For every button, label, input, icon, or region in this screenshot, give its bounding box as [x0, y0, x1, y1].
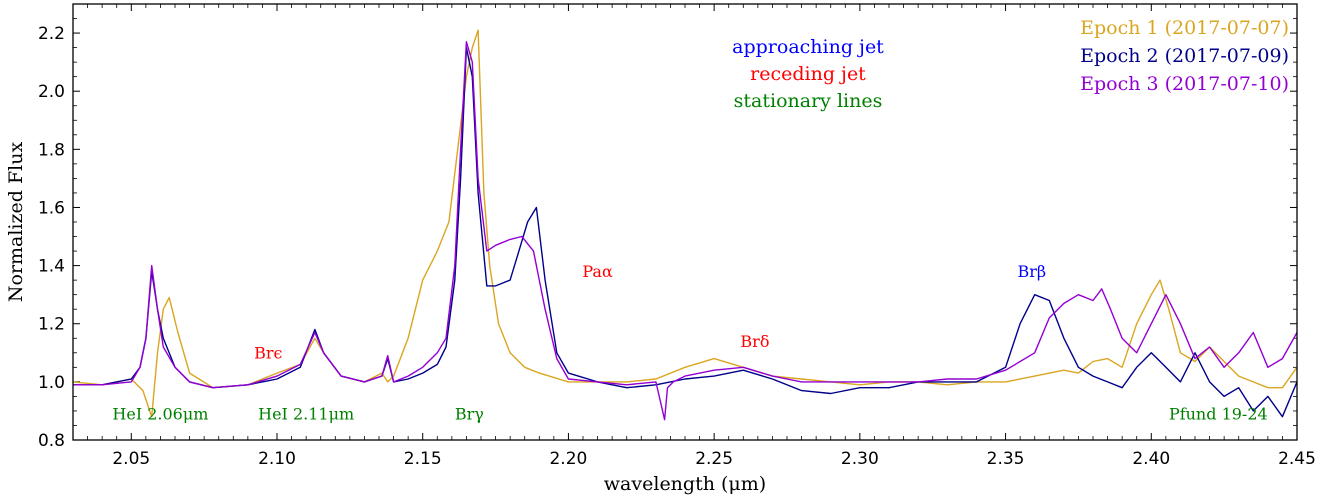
series-line-epoch-3 [73, 41, 1298, 421]
x-tick-label: 2.30 [841, 449, 879, 469]
y-tick-label: 0.8 [38, 431, 65, 451]
tick-group: 2.05 2.10 2.15 2.20 2.25 2.30 2.35 2.40 2.45 0.8 1… [38, 4, 1316, 469]
color-key-label: approaching jet [732, 36, 884, 58]
y-tick-label: 2.2 [38, 24, 65, 44]
x-tick-label: 2.25 [695, 449, 733, 469]
legend-entry-epoch-3: Epoch 3 (2017-07-10) [1080, 73, 1289, 95]
series-line-epoch-2 [73, 46, 1298, 418]
plot-frame [72, 3, 1298, 441]
line-annotation: Brγ [455, 405, 484, 424]
color-key-label: stationary lines [734, 90, 883, 112]
line-annotation: Pfund 19-24 [1169, 405, 1268, 424]
x-axis-label: wavelength (μm) [604, 473, 766, 495]
line-annotation: Paα [582, 262, 613, 281]
legend-entry-epoch-1: Epoch 1 (2017-07-07) [1080, 17, 1289, 39]
color-key-label: receding jet [750, 63, 866, 85]
x-tick-label: 2.20 [549, 449, 587, 469]
series-line-epoch-1 [72, 29, 1298, 418]
line-annotation: HeI 2.11μm [258, 405, 354, 424]
legend-entry-epoch-2: Epoch 2 (2017-07-09) [1080, 45, 1289, 67]
line-annotation: Brδ [740, 332, 769, 351]
y-tick-label: 1.8 [38, 140, 65, 160]
y-tick-label: 1.6 [38, 198, 65, 218]
line-annotation: Brβ [1017, 262, 1046, 281]
y-axis-label: Normalized Flux [5, 142, 27, 303]
x-tick-label: 2.35 [987, 449, 1025, 469]
x-tick-label: 2.10 [258, 449, 296, 469]
x-tick-label: 2.05 [112, 449, 150, 469]
x-tick-label: 2.15 [404, 449, 442, 469]
x-tick-label: 2.40 [1132, 449, 1170, 469]
series-group [72, 29, 1298, 421]
y-tick-label: 2.0 [38, 82, 65, 102]
label-group: Epoch 1 (2017-07-07) Epoch 2 (2017-07-09)… [112, 17, 1289, 424]
y-tick-label: 1.2 [38, 315, 65, 335]
x-tick-label: 2.45 [1278, 449, 1316, 469]
line-annotation: HeI 2.06μm [112, 405, 208, 424]
y-tick-label: 1.4 [38, 257, 65, 277]
y-tick-label: 1.0 [38, 373, 65, 393]
line-annotation: Brϵ [254, 344, 282, 363]
